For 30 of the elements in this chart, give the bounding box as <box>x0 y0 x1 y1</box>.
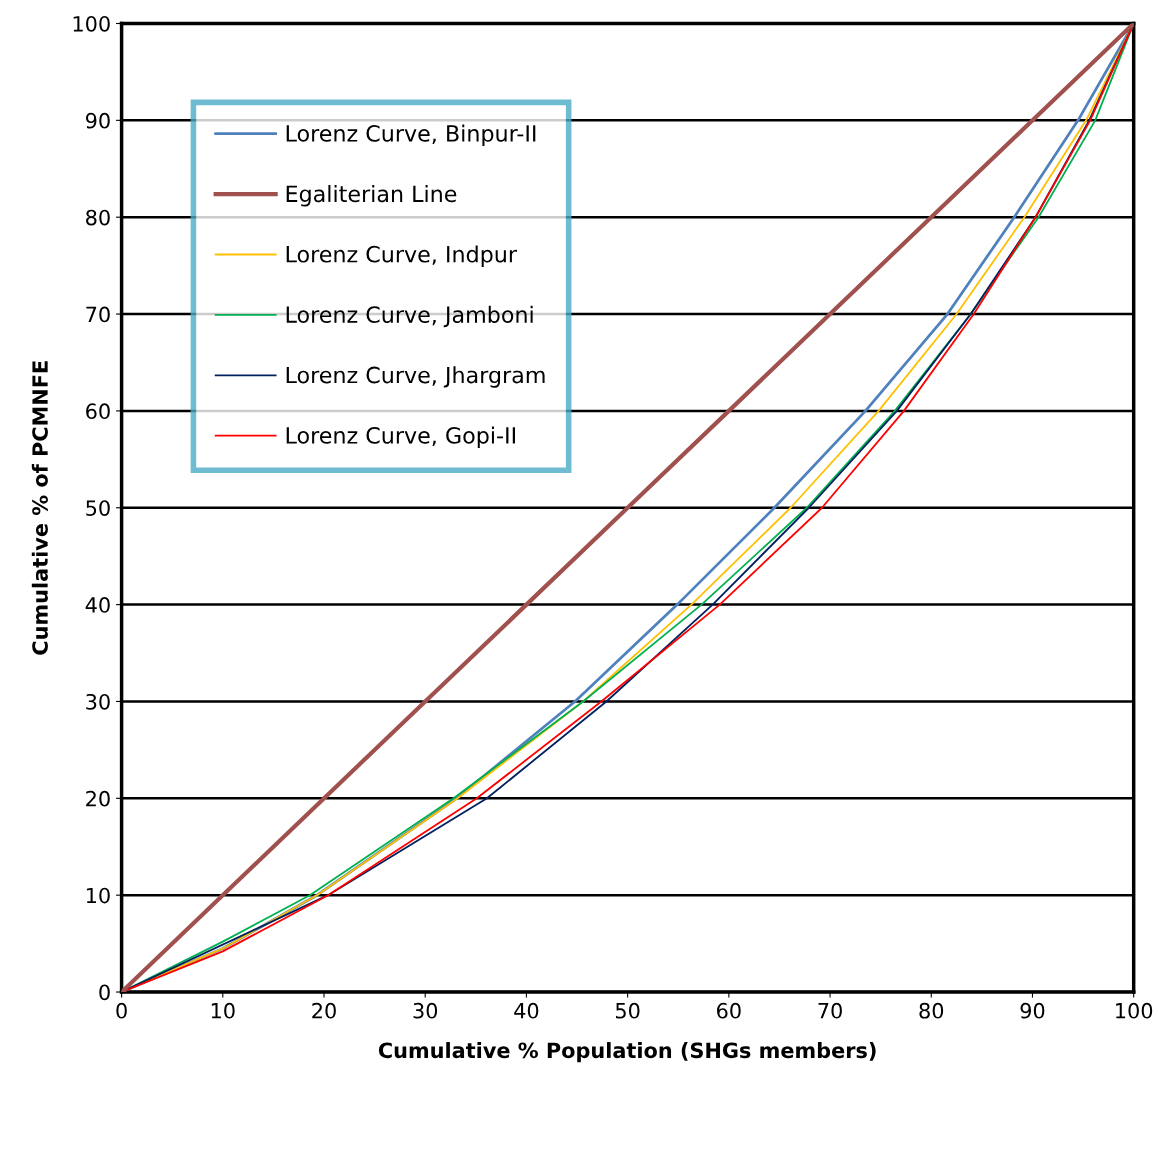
x-tick-label: 30 <box>413 1002 438 1019</box>
legend-label: Lorenz Curve, Indpur <box>286 245 517 267</box>
x-axis-title: Cumulative % Population (SHGs members) <box>378 1042 876 1063</box>
x-tick-label: 10 <box>211 1002 235 1019</box>
y-tick-label: 100 <box>73 15 110 32</box>
y-tick-label: 40 <box>85 597 110 613</box>
x-tick-label: 80 <box>919 1002 944 1019</box>
legend-label: Lorenz Curve, Jamboni <box>286 305 533 328</box>
x-tick-label: 100 <box>1116 1002 1153 1019</box>
y-tick-label: 60 <box>86 403 110 420</box>
x-tick-label: 40 <box>514 1002 539 1019</box>
legend-label: Lorenz Curve, Gopi-II <box>286 426 515 449</box>
x-tick-label: 70 <box>818 1002 842 1019</box>
y-tick-label: 10 <box>86 887 110 904</box>
legend-label: Lorenz Curve, Jhargram <box>286 366 545 388</box>
legend-label: Lorenz Curve, Binpur-II <box>286 124 536 147</box>
y-tick-label: 90 <box>85 112 110 129</box>
y-tick-label: 0 <box>99 984 110 1001</box>
y-tick-label: 50 <box>86 500 110 516</box>
x-tick-label: 0 <box>116 1002 127 1019</box>
y-tick-label: 80 <box>86 209 110 226</box>
x-tick-label: 20 <box>312 1002 336 1019</box>
y-axis-title: Cumulative % of PCMNFE <box>31 361 48 655</box>
x-tick-label: 60 <box>717 1002 741 1019</box>
x-tick-label: 90 <box>1020 1002 1045 1019</box>
y-tick-label: 20 <box>86 790 110 807</box>
legend-label: Egaliterian Line <box>286 185 457 207</box>
y-tick-label: 30 <box>86 693 110 710</box>
y-tick-label: 70 <box>86 306 110 323</box>
x-tick-label: 50 <box>615 1002 640 1019</box>
